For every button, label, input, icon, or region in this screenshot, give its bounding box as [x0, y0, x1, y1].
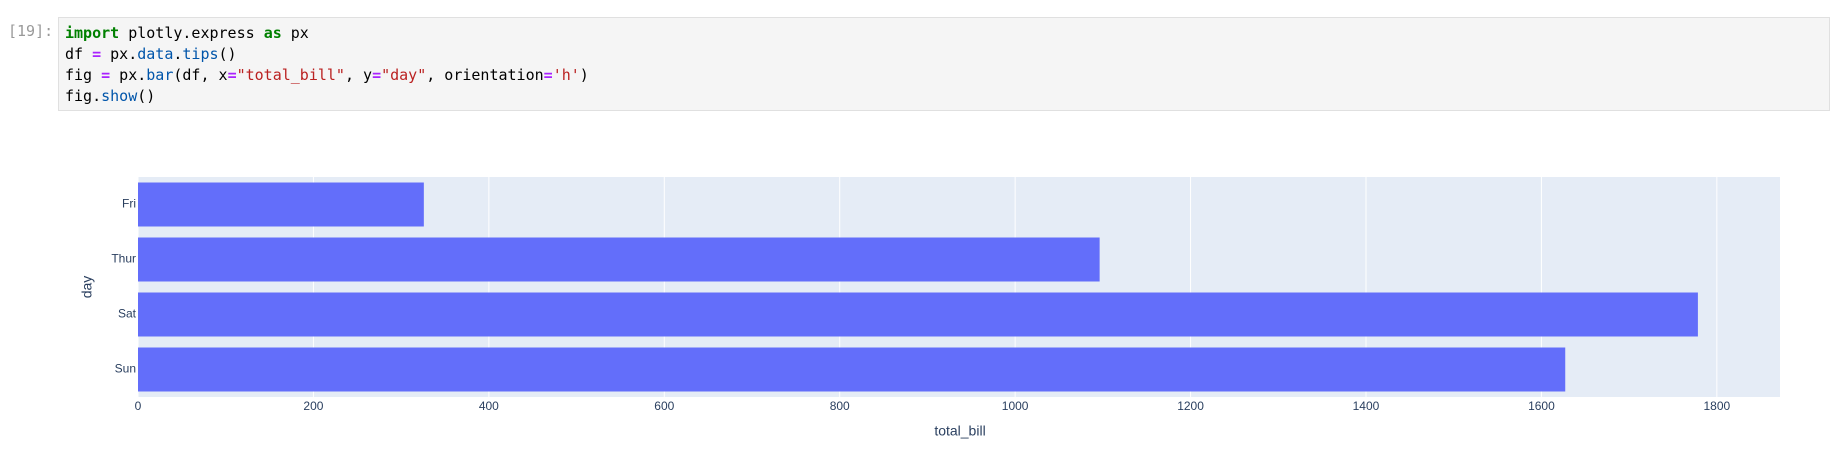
- code-token: (): [218, 45, 237, 63]
- code-token: =: [372, 66, 382, 84]
- y-tick-label: Sun: [115, 362, 136, 376]
- code-token: , orientation: [426, 66, 544, 84]
- bar: [138, 292, 1698, 337]
- y-tick-label: Fri: [122, 197, 136, 211]
- code-token: =: [543, 66, 553, 84]
- bar: [138, 347, 1566, 392]
- code-token: ): [579, 66, 589, 84]
- code-token: show: [101, 87, 138, 105]
- code-line: fig.show(): [65, 86, 1823, 107]
- code-token: =: [92, 45, 102, 63]
- x-tick-label: 800: [830, 399, 850, 413]
- code-token: px.: [110, 66, 147, 84]
- code-line: df = px.data.tips(): [65, 44, 1823, 65]
- code-token: data: [137, 45, 174, 63]
- x-tick-label: 200: [303, 399, 323, 413]
- x-tick-label: 0: [135, 399, 142, 413]
- code-token: fig: [65, 66, 102, 84]
- code-token: df: [65, 45, 93, 63]
- code-token: (df, x: [173, 66, 228, 84]
- x-tick-label: 1000: [1002, 399, 1029, 413]
- y-tick-label: Thur: [111, 252, 136, 266]
- code-token: px.: [101, 45, 138, 63]
- code-token: fig.: [65, 87, 102, 105]
- code-token: "total_bill": [236, 66, 345, 84]
- code-token: 'h': [552, 66, 580, 84]
- chart: total_bill day 0 200 400 600 800 1000 1200 1400…: [79, 177, 1780, 439]
- bar: [138, 182, 424, 227]
- code-token: (): [137, 87, 156, 105]
- x-tick-label: 400: [479, 399, 499, 413]
- bar: [138, 237, 1100, 282]
- code-token: "day": [381, 66, 427, 84]
- code-token: px: [281, 24, 309, 42]
- code-line: import plotly.express as px: [65, 23, 1823, 44]
- code-token: as: [263, 24, 282, 42]
- code-line: fig = px.bar(df, x="total_bill", y="day"…: [65, 65, 1823, 86]
- code-token: plotly.express: [119, 24, 264, 42]
- code-token: tips: [182, 45, 219, 63]
- x-tick-label: 1200: [1177, 399, 1204, 413]
- code-token: bar: [146, 66, 174, 84]
- code-token: .: [173, 45, 183, 63]
- code-token: , y: [344, 66, 373, 84]
- code-cell[interactable]: import plotly.express as px df = px.data.…: [58, 17, 1830, 111]
- x-tick-label: 1400: [1353, 399, 1380, 413]
- y-axis-title: day: [79, 276, 95, 299]
- code-token: =: [101, 66, 111, 84]
- code-token: import: [65, 24, 120, 42]
- x-tick-label: 1800: [1703, 399, 1730, 413]
- y-tick-label: Sat: [118, 307, 137, 321]
- code-token: =: [227, 66, 237, 84]
- x-axis-title: total_bill: [934, 423, 985, 439]
- x-tick-label: 1600: [1528, 399, 1555, 413]
- cell-prompt: [19]:: [8, 22, 54, 40]
- x-tick-label: 600: [654, 399, 674, 413]
